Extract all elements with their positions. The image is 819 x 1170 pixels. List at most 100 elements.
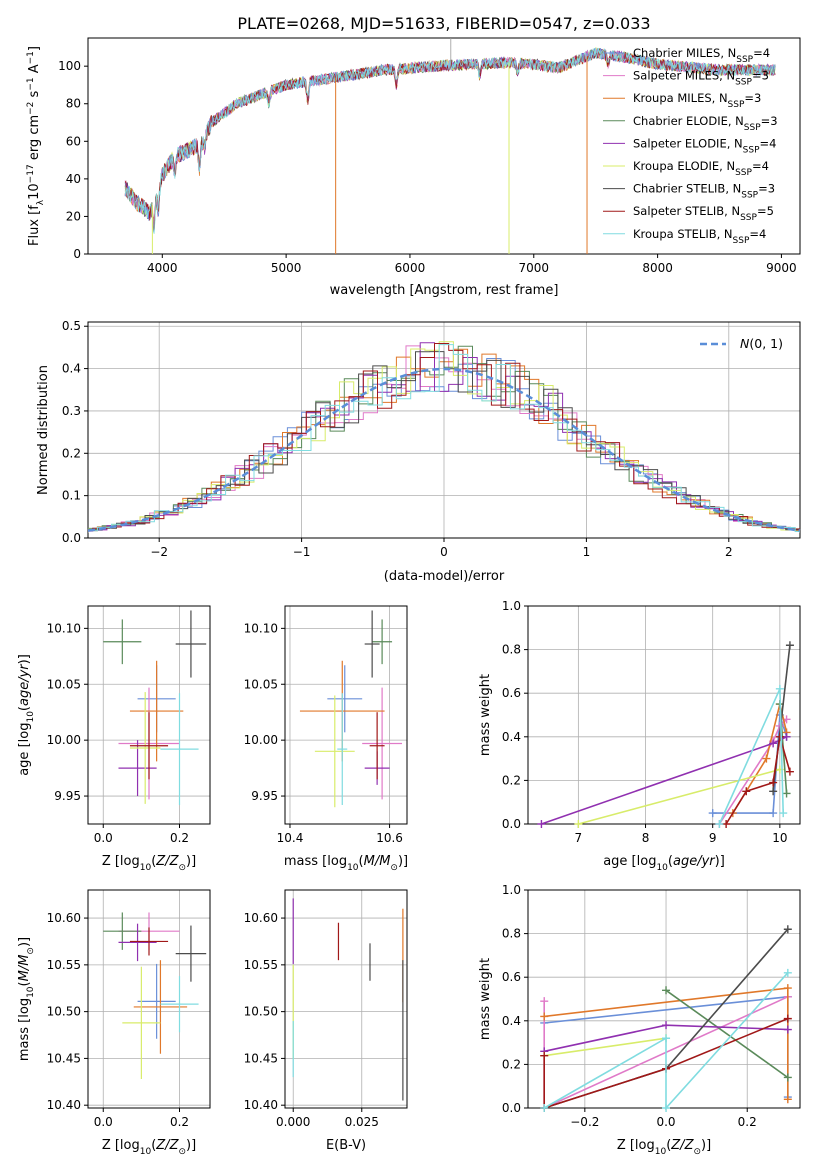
y-tick-label: 10.00 bbox=[244, 733, 278, 747]
weight-marker bbox=[783, 1073, 792, 1082]
y-tick-label: 0.8 bbox=[502, 927, 521, 941]
axes-frame bbox=[87, 889, 211, 1109]
y-tick-label: 9.95 bbox=[54, 789, 81, 803]
y-tick-label: 10.45 bbox=[47, 1051, 81, 1065]
y-tick-label: 0.4 bbox=[62, 362, 81, 376]
x-axis-label: Z [log10(Z/Z⊙)] bbox=[617, 1138, 711, 1157]
weight-vs-age-axes bbox=[524, 605, 801, 828]
weight-marker bbox=[769, 787, 778, 796]
y-tick-label: 10.10 bbox=[47, 621, 81, 635]
weight-marker bbox=[715, 820, 724, 828]
y-tick-label: 10.60 bbox=[47, 911, 81, 925]
weight-marker bbox=[769, 778, 778, 787]
weight-vs-Z-axes bbox=[524, 889, 801, 1112]
legend-label: Kroupa ELODIE, NSSP=4 bbox=[633, 159, 769, 178]
mass-vs-Z-axes bbox=[84, 889, 211, 1112]
legend-label: Salpeter ELODIE, NSSP=4 bbox=[633, 136, 776, 155]
weight-marker bbox=[722, 820, 731, 828]
y-tick-label: 0.0 bbox=[62, 531, 81, 545]
x-axis-label: age [log10(age/yr)] bbox=[603, 854, 725, 873]
legend-label: Chabrier MILES, NSSP=4 bbox=[633, 46, 770, 65]
x-tick-label: 10.4 bbox=[277, 831, 304, 845]
y-tick-label: 10.05 bbox=[47, 677, 81, 691]
y-tick-label: 0.2 bbox=[62, 446, 81, 460]
axes-frame bbox=[87, 37, 801, 255]
y-axis-label: mass [log10(M/M⊙)] bbox=[17, 937, 36, 1061]
y-tick-label: 10.60 bbox=[244, 911, 278, 925]
normal-curve bbox=[87, 367, 801, 532]
weight-marker bbox=[785, 641, 794, 650]
x-tick-label: 0.0 bbox=[94, 1115, 113, 1129]
y-axis-label: mass weight bbox=[478, 674, 493, 756]
weight-marker bbox=[783, 1095, 792, 1104]
x-axis-label: wavelength [Angstrom, rest frame] bbox=[330, 283, 559, 298]
weight-marker bbox=[574, 820, 583, 828]
legend-label: Chabrier ELODIE, NSSP=3 bbox=[633, 114, 778, 133]
x-axis-label: Z [log10(Z/Z⊙)] bbox=[102, 854, 196, 873]
x-tick-label: 6000 bbox=[395, 261, 426, 275]
age-vs-mass-axes bbox=[281, 605, 408, 828]
weight-marker bbox=[662, 1104, 671, 1112]
y-tick-label: 0.0 bbox=[502, 817, 521, 831]
y-tick-label: 0.4 bbox=[502, 730, 521, 744]
y-tick-label: 40 bbox=[66, 172, 81, 186]
y-tick-label: 0.5 bbox=[62, 319, 81, 333]
weight-line bbox=[544, 1037, 667, 1057]
x-tick-label: 8 bbox=[642, 831, 650, 845]
spectrum-axes bbox=[84, 37, 801, 258]
x-tick-label: 4000 bbox=[147, 261, 178, 275]
x-axis-label: (data-model)/error bbox=[384, 569, 505, 584]
weight-marker bbox=[783, 1025, 792, 1034]
x-tick-label: 10 bbox=[772, 831, 787, 845]
weight-marker bbox=[540, 1104, 549, 1112]
y-axis-label: age [log10(age/yr)] bbox=[17, 654, 36, 776]
spectrum-line bbox=[124, 48, 776, 233]
y-tick-label: 60 bbox=[66, 134, 81, 148]
weight-marker bbox=[540, 1012, 549, 1021]
y-tick-label: 80 bbox=[66, 97, 81, 111]
y-axis-label: mass weight bbox=[478, 958, 493, 1040]
y-tick-label: 10.05 bbox=[244, 677, 278, 691]
weight-marker bbox=[742, 787, 751, 796]
y-tick-label: 10.50 bbox=[47, 1005, 81, 1019]
x-tick-label: 0.025 bbox=[345, 1115, 379, 1129]
mass-vs-EBV-axes bbox=[281, 889, 408, 1112]
y-tick-label: 1.0 bbox=[502, 883, 521, 897]
x-tick-label: 8000 bbox=[642, 261, 673, 275]
y-tick-label: 20 bbox=[66, 209, 81, 223]
y-tick-label: 0.6 bbox=[502, 686, 521, 700]
y-axis-label: Normed distribution bbox=[36, 365, 51, 495]
chart-title: PLATE=0268, MJD=51633, FIBERID=0547, z=0… bbox=[237, 14, 650, 33]
residuals-axes bbox=[84, 321, 801, 542]
x-tick-label: 0.0 bbox=[656, 1115, 675, 1129]
x-tick-label: 0.2 bbox=[170, 831, 189, 845]
weight-line bbox=[732, 703, 788, 814]
axes-frame bbox=[87, 605, 211, 825]
weight-marker bbox=[783, 984, 792, 993]
y-tick-label: 0 bbox=[73, 247, 81, 261]
weight-marker bbox=[662, 1021, 671, 1030]
x-tick-label: 0.2 bbox=[738, 1115, 757, 1129]
y-tick-label: 10.00 bbox=[47, 733, 81, 747]
weight-line bbox=[665, 989, 789, 1079]
x-tick-label: 7000 bbox=[519, 261, 550, 275]
y-tick-label: 10.45 bbox=[244, 1051, 278, 1065]
axes-frame bbox=[284, 889, 408, 1109]
axes-frame bbox=[527, 605, 801, 825]
legend-label: N(0, 1) bbox=[740, 336, 783, 351]
weight-line bbox=[578, 768, 781, 825]
y-tick-label: 0.0 bbox=[502, 1101, 521, 1115]
y-tick-label: 0.8 bbox=[502, 643, 521, 657]
weight-marker bbox=[783, 1014, 792, 1023]
x-tick-label: 7 bbox=[575, 831, 583, 845]
y-tick-label: 0.3 bbox=[62, 404, 81, 418]
weight-marker bbox=[779, 809, 788, 818]
x-tick-label: 1 bbox=[583, 545, 591, 559]
x-tick-label: 5000 bbox=[271, 261, 302, 275]
y-tick-label: 10.10 bbox=[244, 621, 278, 635]
weight-marker bbox=[782, 789, 791, 798]
y-tick-label: 0.2 bbox=[502, 1057, 521, 1071]
weight-marker bbox=[708, 809, 717, 818]
y-tick-label: 10.55 bbox=[47, 958, 81, 972]
